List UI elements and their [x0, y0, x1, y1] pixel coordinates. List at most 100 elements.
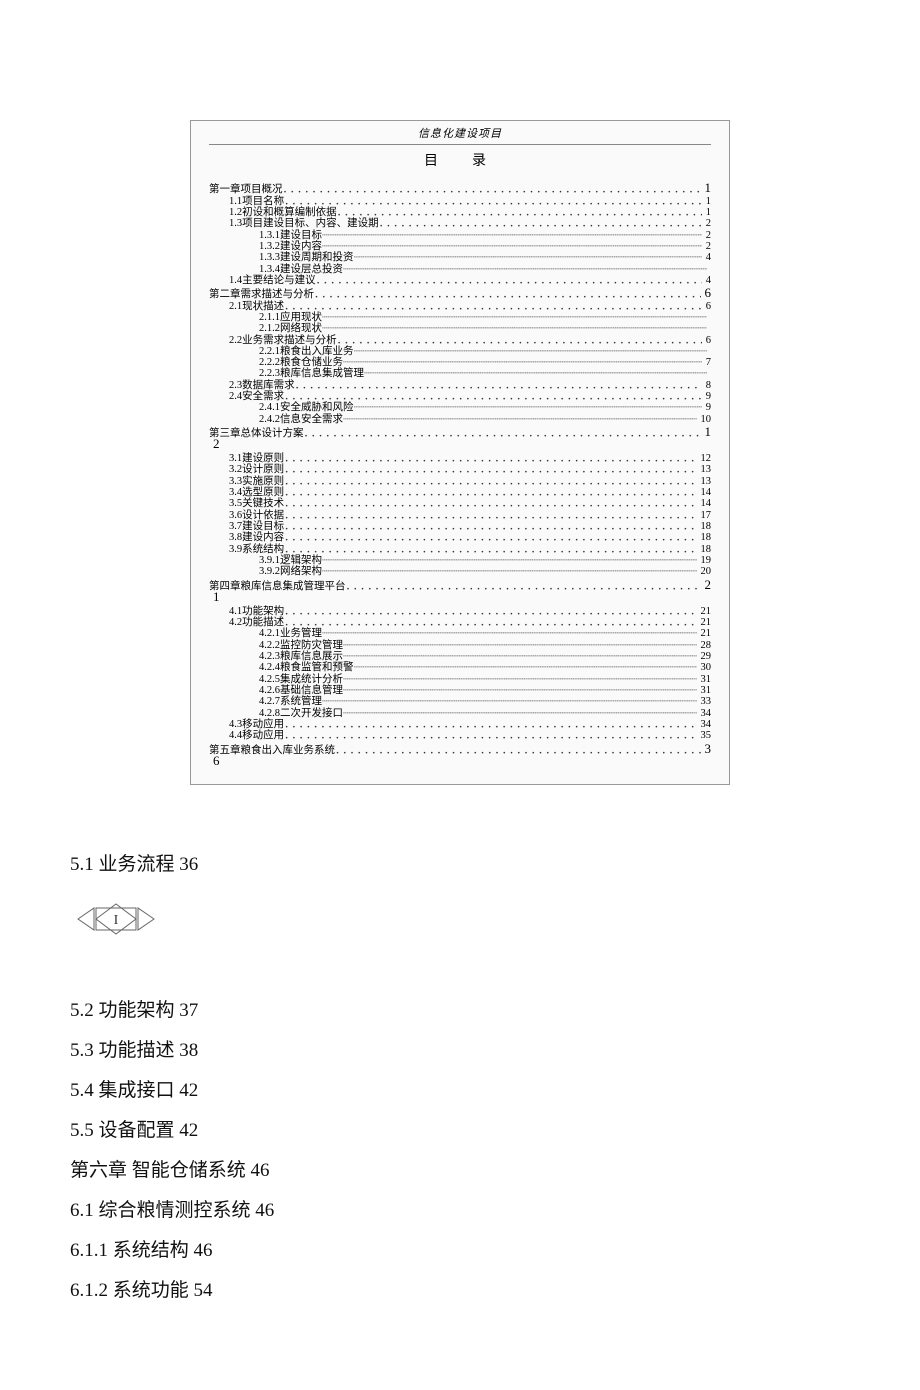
toc-leader-dashes: ┄┄┄┄┄┄┄┄┄┄┄┄┄┄┄┄┄┄┄┄┄┄┄┄┄┄┄┄┄┄┄┄┄┄┄┄┄┄┄┄…	[343, 686, 697, 696]
toc-line-number: 2.1.2	[259, 323, 280, 334]
toc-line-number: 2.3	[229, 380, 242, 391]
toc-line: 第一章 项目概况．．．．．．．．．．．．．．．．．．．．．．．．．．．．．．．．…	[209, 181, 711, 195]
toc-leader-dashes: ┄┄┄┄┄┄┄┄┄┄┄┄┄┄┄┄┄┄┄┄┄┄┄┄┄┄┄┄┄┄┄┄┄┄┄┄┄┄┄┄…	[322, 567, 697, 577]
toc-leader-dashes: ┄┄┄┄┄┄┄┄┄┄┄┄┄┄┄┄┄┄┄┄┄┄┄┄┄┄┄┄┄┄┄┄┄┄┄┄┄┄┄┄…	[354, 663, 697, 673]
toc-line-number: 3.9.2	[259, 566, 280, 577]
toc-line-number: 1.3	[229, 218, 242, 229]
toc-line: 1.1 项目名称．．．．．．．．．．．．．．．．．．．．．．．．．．．．．．．．…	[209, 196, 711, 207]
toc-line-title: 系统管理	[280, 696, 322, 707]
toc-line: 4.4 移动应用．．．．．．．．．．．．．．．．．．．．．．．．．．．．．．．．…	[209, 730, 711, 741]
toc-leader-dots: ．．．．．．．．．．．．．．．．．．．．．．．．．．．．．．．．．．．．．．．．…	[316, 275, 702, 286]
toc-line-title: 需求描述与分析	[241, 289, 315, 300]
toc-text-line: 6.1 综合粮情测控系统 46	[70, 1191, 850, 1231]
toc-text-line: 6.1.2 系统功能 54	[70, 1271, 850, 1311]
toc-line-page: 35	[697, 730, 712, 741]
toc-title: 目 录	[209, 155, 711, 170]
toc-line-page: 21	[697, 628, 712, 639]
toc-line: 2.1.1 应用现状┄┄┄┄┄┄┄┄┄┄┄┄┄┄┄┄┄┄┄┄┄┄┄┄┄┄┄┄┄┄…	[209, 312, 711, 323]
toc-line: 1.3.3 建设周期和投资┄┄┄┄┄┄┄┄┄┄┄┄┄┄┄┄┄┄┄┄┄┄┄┄┄┄┄…	[209, 252, 711, 263]
toc-line-number: 1.4	[229, 275, 242, 286]
toc-leader-dashes: ┄┄┄┄┄┄┄┄┄┄┄┄┄┄┄┄┄┄┄┄┄┄┄┄┄┄┄┄┄┄┄┄┄┄┄┄┄┄┄┄…	[343, 265, 707, 275]
toc-line-page: 19	[697, 555, 712, 566]
toc-wrapped-page-digit: 1	[209, 590, 711, 604]
toc-line-page: 20	[697, 566, 712, 577]
toc-leader-dashes: ┄┄┄┄┄┄┄┄┄┄┄┄┄┄┄┄┄┄┄┄┄┄┄┄┄┄┄┄┄┄┄┄┄┄┄┄┄┄┄┄…	[322, 556, 697, 566]
toc-leader-dashes: ┄┄┄┄┄┄┄┄┄┄┄┄┄┄┄┄┄┄┄┄┄┄┄┄┄┄┄┄┄┄┄┄┄┄┄┄┄┄┄┄…	[322, 231, 702, 241]
toc-line-page: 28	[697, 640, 712, 651]
toc-line-title: 建设内容	[242, 532, 284, 543]
toc-leader-dashes: ┄┄┄┄┄┄┄┄┄┄┄┄┄┄┄┄┄┄┄┄┄┄┄┄┄┄┄┄┄┄┄┄┄┄┄┄┄┄┄┄…	[354, 347, 708, 357]
toc-leader-dots: ．．．．．．．．．．．．．．．．．．．．．．．．．．．．．．．．．．．．．．．．…	[284, 521, 696, 532]
toc-line-page: 9	[702, 391, 711, 402]
toc-line-title: 项目建设目标、内容、建设期	[242, 218, 379, 229]
toc-line: 第二章 需求描述与分析．．．．．．．．．．．．．．．．．．．．．．．．．．．．．…	[209, 286, 711, 300]
toc-line: 3.1 建设原则．．．．．．．．．．．．．．．．．．．．．．．．．．．．．．．．…	[209, 453, 711, 464]
toc-line-title: 信息安全需求	[280, 414, 343, 425]
toc-line: 4.1 功能架构．．．．．．．．．．．．．．．．．．．．．．．．．．．．．．．．…	[209, 606, 711, 617]
toc-line: 3.8 建设内容．．．．．．．．．．．．．．．．．．．．．．．．．．．．．．．．…	[209, 532, 711, 543]
toc-line-title: 网络现状	[280, 323, 322, 334]
toc-leader-dots: ．．．．．．．．．．．．．．．．．．．．．．．．．．．．．．．．．．．．．．．．…	[284, 730, 696, 741]
toc-line-title: 逻辑架构	[280, 555, 322, 566]
toc-line-page: 1	[701, 425, 712, 439]
toc-line: 4.2.7 系统管理┄┄┄┄┄┄┄┄┄┄┄┄┄┄┄┄┄┄┄┄┄┄┄┄┄┄┄┄┄┄…	[209, 696, 711, 707]
toc-line-number: 3.4	[229, 487, 242, 498]
toc-leader-dots: ．．．．．．．．．．．．．．．．．．．．．．．．．．．．．．．．．．．．．．．．…	[284, 532, 696, 543]
toc-line-number: 1.3.4	[259, 264, 280, 275]
toc-line-title: 数据库需求	[242, 380, 295, 391]
toc-line-page: 2	[702, 218, 711, 229]
toc-line-title: 建设周期和投资	[280, 252, 354, 263]
toc-line-page: 6	[701, 286, 712, 300]
toc-line-page: 12	[697, 453, 712, 464]
toc-wrapped-page-digit: 2	[209, 437, 711, 451]
toc-line: 4.2.1 业务管理┄┄┄┄┄┄┄┄┄┄┄┄┄┄┄┄┄┄┄┄┄┄┄┄┄┄┄┄┄┄…	[209, 628, 711, 639]
toc-leader-dots: ．．．．．．．．．．．．．．．．．．．．．．．．．．．．．．．．．．．．．．．．…	[284, 617, 696, 628]
toc-line: 2.2.1 粮食出入库业务┄┄┄┄┄┄┄┄┄┄┄┄┄┄┄┄┄┄┄┄┄┄┄┄┄┄┄…	[209, 346, 711, 357]
toc-line: 3.3 实施原则．．．．．．．．．．．．．．．．．．．．．．．．．．．．．．．．…	[209, 476, 711, 487]
toc-line-title: 粮食出入库业务	[280, 346, 354, 357]
toc-leader-dots: ．．．．．．．．．．．．．．．．．．．．．．．．．．．．．．．．．．．．．．．．…	[284, 606, 696, 617]
toc-line-page: 6	[702, 301, 711, 312]
toc-line-page: 31	[697, 674, 712, 685]
toc-line-page: 3	[701, 742, 712, 756]
toc-leader-dots: ．．．．．．．．．．．．．．．．．．．．．．．．．．．．．．．．．．．．．．．．…	[284, 301, 702, 312]
toc-line-page: 14	[697, 487, 712, 498]
toc-leader-dashes: ┄┄┄┄┄┄┄┄┄┄┄┄┄┄┄┄┄┄┄┄┄┄┄┄┄┄┄┄┄┄┄┄┄┄┄┄┄┄┄┄…	[322, 324, 707, 334]
toc-text-line: 5.5 设备配置 42	[70, 1111, 850, 1151]
toc-line: 1.3.4 建设层总投资┄┄┄┄┄┄┄┄┄┄┄┄┄┄┄┄┄┄┄┄┄┄┄┄┄┄┄┄…	[209, 264, 711, 275]
toc-line: 3.9 系统结构．．．．．．．．．．．．．．．．．．．．．．．．．．．．．．．．…	[209, 544, 711, 555]
toc-leader-dots: ．．．．．．．．．．．．．．．．．．．．．．．．．．．．．．．．．．．．．．．．…	[337, 207, 702, 218]
scanned-toc-image: 信息化建设项目 目 录 第一章 项目概况．．．．．．．．．．．．．．．．．．．．…	[190, 120, 730, 785]
toc-leader-dashes: ┄┄┄┄┄┄┄┄┄┄┄┄┄┄┄┄┄┄┄┄┄┄┄┄┄┄┄┄┄┄┄┄┄┄┄┄┄┄┄┄…	[343, 652, 697, 662]
toc-line-number: 4.2.1	[259, 628, 280, 639]
toc-line: 1.3.2 建设内容┄┄┄┄┄┄┄┄┄┄┄┄┄┄┄┄┄┄┄┄┄┄┄┄┄┄┄┄┄┄…	[209, 241, 711, 252]
toc-line: 4.2.5 集成统计分析┄┄┄┄┄┄┄┄┄┄┄┄┄┄┄┄┄┄┄┄┄┄┄┄┄┄┄┄…	[209, 674, 711, 685]
toc-line: 3.4 选型原则．．．．．．．．．．．．．．．．．．．．．．．．．．．．．．．．…	[209, 487, 711, 498]
toc-line-title: 建设内容	[280, 241, 322, 252]
toc-line-title: 业务需求描述与分析	[242, 335, 337, 346]
toc-line-page: 13	[697, 476, 712, 487]
toc-line: 2.4.2 信息安全需求┄┄┄┄┄┄┄┄┄┄┄┄┄┄┄┄┄┄┄┄┄┄┄┄┄┄┄┄…	[209, 414, 711, 425]
toc-leader-dots: ．．．．．．．．．．．．．．．．．．．．．．．．．．．．．．．．．．．．．．．．…	[284, 453, 696, 464]
toc-line-page: 2	[702, 241, 711, 252]
page-number-badge: I	[70, 898, 162, 940]
toc-line: 4.3 移动应用．．．．．．．．．．．．．．．．．．．．．．．．．．．．．．．．…	[209, 719, 711, 730]
toc-line-number: 2.4.1	[259, 402, 280, 413]
toc-lines-container: 第一章 项目概况．．．．．．．．．．．．．．．．．．．．．．．．．．．．．．．．…	[209, 181, 711, 767]
toc-text-line: 第六章 智能仓储系统 46	[70, 1151, 850, 1191]
toc-line: 3.9.1 逻辑架构┄┄┄┄┄┄┄┄┄┄┄┄┄┄┄┄┄┄┄┄┄┄┄┄┄┄┄┄┄┄…	[209, 555, 711, 566]
toc-line-page: 2	[702, 230, 711, 241]
toc-line-title: 移动应用	[242, 730, 284, 741]
toc-line-page: 8	[702, 380, 711, 391]
toc-line-title: 总体设计方案	[241, 428, 304, 439]
toc-leader-dashes: ┄┄┄┄┄┄┄┄┄┄┄┄┄┄┄┄┄┄┄┄┄┄┄┄┄┄┄┄┄┄┄┄┄┄┄┄┄┄┄┄…	[364, 369, 707, 379]
toc-leader-dashes: ┄┄┄┄┄┄┄┄┄┄┄┄┄┄┄┄┄┄┄┄┄┄┄┄┄┄┄┄┄┄┄┄┄┄┄┄┄┄┄┄…	[343, 358, 702, 368]
toc-line-number: 1.3.1	[259, 230, 280, 241]
toc-leader-dots: ．．．．．．．．．．．．．．．．．．．．．．．．．．．．．．．．．．．．．．．．…	[284, 196, 702, 207]
toc-line-number: 2.2.3	[259, 368, 280, 379]
toc-line-number: 4.2.4	[259, 662, 280, 673]
document-body-text: 5.1 业务流程 36 I 5.2 功能架构 375.3 功能描述 385.4 …	[70, 845, 850, 1311]
toc-text-line: 6.1.1 系统结构 46	[70, 1231, 850, 1271]
toc-line: 第五章 粮食出入库业务系统．．．．．．．．．．．．．．．．．．．．．．．．．．．…	[209, 742, 711, 756]
toc-line-title: 二次开发接口	[280, 708, 343, 719]
